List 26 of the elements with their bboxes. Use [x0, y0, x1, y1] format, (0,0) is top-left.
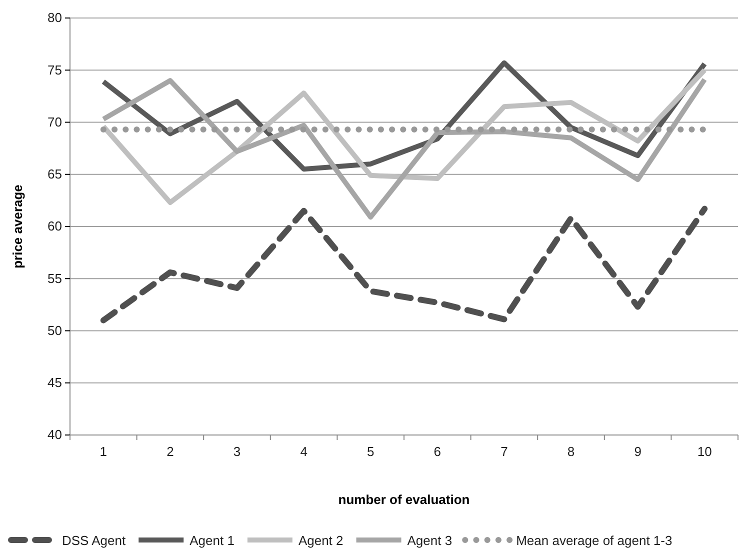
y-tick-label: 70	[48, 114, 62, 130]
x-tick-label: 3	[233, 444, 241, 460]
x-tick-label: 8	[567, 444, 575, 460]
y-tick-label: 55	[48, 270, 62, 286]
y-tick-label: 75	[48, 62, 62, 78]
x-tick-label: 10	[697, 444, 712, 460]
legend-label: Mean average of agent 1-3	[516, 533, 672, 548]
legend-label: Agent 3	[407, 533, 452, 548]
x-tick-label: 6	[434, 444, 442, 460]
x-tick-label: 2	[166, 444, 174, 460]
y-tick-label: 65	[48, 166, 62, 182]
y-tick-label: 50	[48, 322, 62, 338]
x-tick-label: 1	[100, 444, 108, 460]
x-tick-label: 9	[634, 444, 642, 460]
x-axis-title: number of evaluation	[338, 492, 470, 507]
x-tick-label: 4	[300, 444, 308, 460]
y-tick-label: 45	[48, 375, 62, 390]
legend-label: Agent 1	[190, 533, 234, 548]
y-tick-label: 60	[48, 218, 62, 234]
y-axis-title: price average	[10, 184, 25, 268]
legend-label: DSS Agent	[62, 533, 126, 548]
y-tick-label: 80	[48, 10, 62, 26]
x-tick-label: 5	[366, 444, 374, 460]
legend-label: Agent 2	[298, 533, 344, 548]
x-tick-label: 7	[500, 444, 508, 460]
y-tick-label: 40	[48, 427, 62, 442]
